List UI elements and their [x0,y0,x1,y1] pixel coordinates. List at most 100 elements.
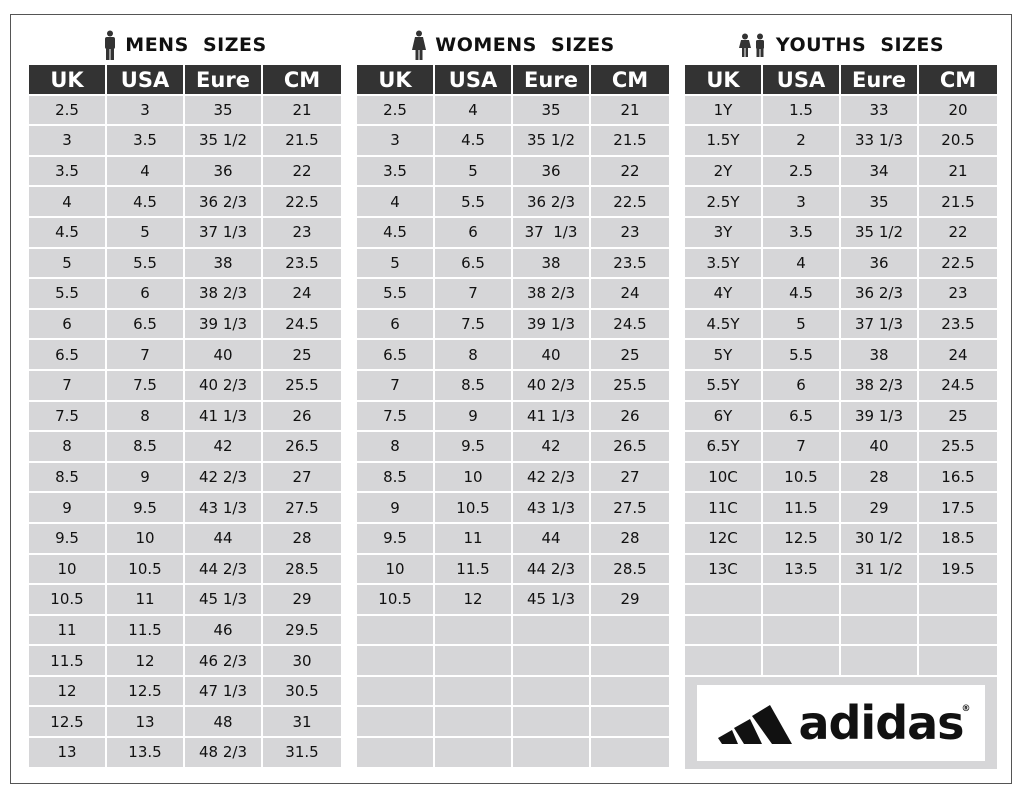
cell-cm: 24 [591,279,669,310]
cell-usa: 5.5 [763,340,841,371]
table-row: 13C 13.5 31 1/2 19.5 [685,554,997,586]
size-table: UK USA Eure CM 2.5 3 35 21 3 3.5 35 1/2 21.5 3.5 4 36 2… [29,65,341,769]
cell-eure: 44 2/3 [185,554,263,586]
cell-uk: 9.5 [29,523,107,555]
cell-cm: 28.5 [263,554,341,586]
cell-eure: 37 1/3 [185,217,263,249]
section-title-text: YOUTHS SIZES [775,34,945,56]
cell-uk: 5 [357,248,435,280]
table-row: 4Y 4.5 36 2/3 23 [685,279,997,310]
cell-cm: 23.5 [919,309,997,341]
column-header-usa: USA [107,65,185,95]
cell-eure: 40 2/3 [513,370,591,402]
cell-cm: 24 [263,279,341,310]
cell-usa: 3 [763,187,841,218]
cell-usa: 8.5 [435,370,513,402]
cell-cm: 21 [591,95,669,127]
cell-uk: 10 [357,554,435,586]
cell-usa: 10.5 [763,462,841,494]
table-row: 2.5 3 35 21 [29,95,341,127]
cell-usa: 13.5 [107,738,185,769]
cell-uk: 13C [685,554,763,586]
cell-cm: 21.5 [263,126,341,157]
empty-cell [591,646,669,677]
cell-uk: 2.5 [29,95,107,127]
cell-eure: 33 1/3 [841,126,919,157]
cell-eure: 40 [841,432,919,463]
cell-uk: 6Y [685,401,763,433]
cell-uk: 12C [685,523,763,555]
cell-eure: 44 [185,523,263,555]
adidas-logo: adidas ® [697,684,985,761]
cell-eure: 33 [841,95,919,127]
cell-usa: 4 [763,248,841,280]
table-row: 9 9.5 43 1/3 27.5 [29,493,341,524]
table-row: 12C 12.5 30 1/2 18.5 [685,523,997,555]
cell-usa: 5 [435,156,513,188]
cell-usa: 12.5 [763,523,841,555]
cell-eure: 39 1/3 [513,309,591,341]
table-row: 7 7.5 40 2/3 25.5 [29,370,341,402]
empty-cell [841,585,919,616]
cell-usa: 7 [435,279,513,310]
table-row: 6.5 8 40 25 [357,340,669,371]
cell-eure: 36 [185,156,263,188]
cell-eure: 38 2/3 [185,279,263,310]
cell-usa: 12.5 [107,676,185,708]
cell-uk: 12 [29,676,107,708]
cell-uk: 5 [29,248,107,280]
cell-uk: 8.5 [357,462,435,494]
cell-cm: 23 [919,279,997,310]
cell-uk: 8.5 [29,462,107,494]
cell-eure: 44 2/3 [513,554,591,586]
cell-uk: 2.5Y [685,187,763,218]
cell-eure: 36 [841,248,919,280]
empty-cell [763,615,841,647]
cell-uk: 9.5 [357,523,435,555]
table-row: 9.5 11 44 28 [357,523,669,555]
cell-uk: 5.5 [357,279,435,310]
section-title: MENS SIZES [29,30,341,60]
table-row: 6 6.5 39 1/3 24.5 [29,309,341,341]
table-row: 11 11.5 46 29.5 [29,615,341,647]
table-row: 11.5 12 46 2/3 30 [29,646,341,677]
cell-uk: 4.5Y [685,309,763,341]
cell-uk: 11C [685,493,763,524]
cell-cm: 28 [263,523,341,555]
column-header-usa: USA [763,65,841,95]
cell-uk: 4Y [685,279,763,310]
cell-cm: 27 [591,462,669,494]
table-row: 5.5 6 38 2/3 24 [29,279,341,310]
empty-cell [357,615,435,647]
cell-usa: 6.5 [763,401,841,433]
table-row: 10 10.5 44 2/3 28.5 [29,554,341,586]
cell-cm: 25 [919,401,997,433]
cell-eure: 37 1/3 [841,309,919,341]
table-row: 10 11.5 44 2/3 28.5 [357,554,669,586]
cell-usa: 11 [107,585,185,616]
cell-usa: 10.5 [435,493,513,524]
column-header-eure: Eure [513,65,591,95]
table-row: 6.5Y 7 40 25.5 [685,432,997,463]
cell-cm: 21.5 [591,126,669,157]
table-row: 11C 11.5 29 17.5 [685,493,997,524]
logo-wordmark: adidas ® [798,695,970,750]
cell-usa: 7.5 [435,309,513,341]
empty-cell [841,615,919,647]
cell-usa: 12 [107,646,185,677]
cell-eure: 35 [841,187,919,218]
cell-uk: 2Y [685,156,763,188]
empty-cell [357,738,435,769]
cell-usa: 4.5 [107,187,185,218]
empty-cell [435,676,513,708]
empty-row [685,646,997,677]
table-row: 10.5 11 45 1/3 29 [29,585,341,616]
table-row: 10.5 12 45 1/3 29 [357,585,669,616]
cell-uk: 4 [29,187,107,218]
cell-cm: 27.5 [591,493,669,524]
cell-uk: 3 [357,126,435,157]
empty-cell [435,646,513,677]
section-title: WOMENS SIZES [357,30,669,60]
cell-usa: 5 [107,217,185,249]
cell-uk: 7 [29,370,107,402]
